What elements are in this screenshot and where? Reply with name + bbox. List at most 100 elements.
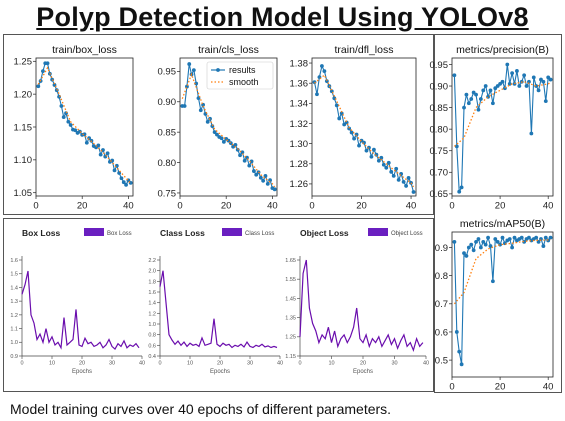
- y-tick-label: 1.6: [148, 290, 156, 296]
- data-point: [495, 239, 500, 244]
- x-tick-label: 40: [123, 201, 134, 212]
- x-tick-label: 20: [79, 361, 85, 367]
- y-tick-label: 1.1: [10, 326, 18, 332]
- y-tick-label: 0.6: [148, 343, 156, 349]
- data-point: [457, 349, 462, 354]
- data-point: [519, 235, 524, 240]
- data-point: [534, 235, 539, 240]
- series-line-smooth: [37, 66, 132, 184]
- data-point: [466, 245, 471, 250]
- chart-map50: metrics/mAP50(B) 0.5 0.6 0.7 0.8 0.9 0 20 40: [435, 218, 554, 393]
- y-tick-label: 1.30: [290, 139, 309, 150]
- data-point: [515, 69, 519, 73]
- series-line-smooth: [453, 238, 551, 305]
- data-point: [324, 79, 329, 84]
- data-point: [483, 242, 488, 247]
- data-point: [466, 101, 471, 106]
- chart-boxloss2: Box Loss Epochs 0.9 1.0 1.1 1.2 1.3 1.4 1.5 1.6 0 1…: [10, 228, 145, 375]
- x-tick-label: 20: [360, 361, 366, 367]
- x-tick-label: 0: [33, 201, 38, 212]
- y-tick-label: 1.55: [285, 277, 296, 283]
- series-line-smooth: [453, 81, 551, 147]
- legend-swatch: [222, 228, 242, 236]
- series-line-loss: [299, 259, 424, 353]
- chart-title: train/dfl_loss: [335, 44, 394, 56]
- y-tick-label: 1.38: [290, 58, 309, 69]
- y-tick-label: 1.28: [290, 159, 309, 170]
- y-tick-label: 0.7: [435, 299, 448, 310]
- chart-classloss2: Class Loss Epochs 0.4 0.6 0.8 1.0 1.2 1.4 1.6 1.8…: [148, 228, 283, 375]
- data-point: [258, 175, 263, 180]
- x-tick-label: 30: [109, 361, 115, 367]
- y-tick-label: 2.0: [148, 269, 156, 275]
- x-tick-label: 0: [449, 201, 454, 212]
- data-point: [50, 77, 55, 82]
- y-tick-label: 0.95: [430, 60, 449, 71]
- data-point: [471, 248, 476, 253]
- data-point: [457, 189, 462, 194]
- data-point: [505, 62, 510, 67]
- chart-title: metrics/mAP50(B): [460, 218, 545, 230]
- data-point: [66, 119, 71, 124]
- legend-label: Class Loss: [245, 231, 274, 237]
- data-point: [469, 97, 474, 101]
- data-point: [548, 235, 553, 240]
- legend-swatch: [368, 228, 388, 236]
- page-title: Polyp Detection Model Using YOLOv8: [36, 2, 529, 32]
- y-tick-label: 0.6: [435, 327, 448, 338]
- y-tick-label: 1.0: [10, 340, 18, 346]
- data-point: [481, 88, 486, 93]
- data-point: [254, 172, 259, 177]
- data-point: [261, 178, 266, 183]
- x-tick-label: 10: [187, 361, 193, 367]
- y-tick-label: 1.2: [10, 313, 18, 319]
- data-point: [476, 107, 481, 112]
- y-tick-label: 0.8: [148, 333, 156, 339]
- data-point: [41, 69, 45, 74]
- x-tick-label: 40: [277, 361, 283, 367]
- y-tick-label: 1.20: [14, 89, 33, 100]
- data-point: [52, 83, 57, 87]
- data-point: [82, 132, 87, 137]
- legend-label: smooth: [229, 77, 259, 87]
- data-point: [452, 239, 457, 244]
- chart-title: metrics/precision(B): [456, 44, 549, 56]
- data-point: [312, 80, 317, 85]
- series-line-smooth: [314, 74, 415, 188]
- legend-label: Box Loss: [107, 231, 132, 237]
- data-point: [493, 237, 498, 241]
- data-point: [84, 140, 89, 145]
- y-tick-label: 1.2: [148, 311, 156, 317]
- data-point: [452, 73, 457, 78]
- data-point: [483, 84, 488, 88]
- data-point: [96, 143, 101, 148]
- data-point: [198, 108, 203, 113]
- y-tick-label: 0.75: [158, 188, 177, 199]
- x-tick-label: 40: [139, 361, 145, 367]
- legend-marker-results: [216, 68, 220, 72]
- data-point: [121, 180, 126, 185]
- data-point: [474, 239, 478, 244]
- chart-precision: metrics/precision(B) 0.65 0.70 0.75 0.80 0.85…: [430, 44, 554, 212]
- chart-title: train/cls_loss: [198, 44, 259, 56]
- data-point: [212, 130, 217, 135]
- data-point: [238, 153, 242, 158]
- x-tick-label: 20: [495, 382, 506, 393]
- data-point: [488, 244, 493, 248]
- y-tick-label: 1.6: [10, 258, 18, 264]
- x-tick-label: 0: [20, 361, 23, 367]
- data-point: [478, 97, 483, 101]
- data-point: [510, 245, 515, 250]
- x-tick-label: 40: [267, 201, 278, 212]
- y-tick-label: 2.2: [148, 258, 156, 264]
- data-point: [474, 92, 478, 97]
- data-point: [543, 99, 548, 104]
- figure-caption: Model training curves over 40 epochs of …: [10, 401, 392, 417]
- data-point: [247, 163, 252, 168]
- data-point: [384, 165, 389, 170]
- x-tick-label: 30: [391, 361, 397, 367]
- data-point: [119, 176, 124, 181]
- legend-box: [206, 61, 274, 90]
- data-point: [488, 88, 493, 93]
